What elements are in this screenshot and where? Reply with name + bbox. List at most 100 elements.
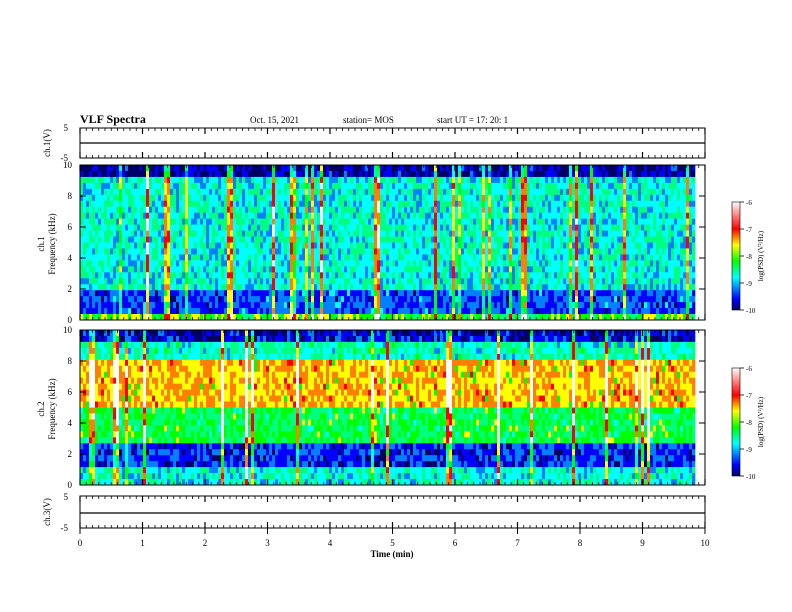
spectrogram-cell [605, 284, 609, 291]
spectrogram-cell [353, 212, 357, 219]
spectrogram-cell [602, 170, 606, 178]
spectrogram-cell [449, 230, 453, 237]
spectrogram-cell [125, 212, 129, 219]
spectrogram-cell [386, 176, 390, 184]
spectrogram-cell [137, 308, 141, 315]
spectrogram-cell [314, 218, 318, 225]
spectrogram-cell [386, 242, 390, 249]
spectrogram-cell [188, 278, 192, 285]
spectrogram-cell [383, 272, 387, 279]
spectrogram-cell [236, 236, 240, 243]
spectrogram-cell [164, 242, 168, 249]
spectrogram-cell [602, 308, 606, 315]
spectrogram-cell [455, 254, 459, 261]
spectrogram-cell [227, 212, 231, 219]
spectrogram-cell [407, 200, 411, 208]
spectrogram-cell [437, 218, 441, 225]
spectrogram-cell [437, 236, 441, 243]
spectrogram-cell [353, 230, 357, 237]
spectrogram-cell [152, 188, 156, 196]
spectrogram-cell [605, 242, 609, 249]
spectrogram-cell [503, 272, 507, 279]
spectrogram-cell [179, 302, 183, 309]
spectrogram-cell [476, 296, 480, 303]
spectrogram-cell [179, 278, 183, 285]
spectrogram-cell [197, 254, 201, 261]
spectrogram-cell [161, 218, 165, 225]
spectrogram-cell [551, 284, 555, 291]
spectrogram-cell [596, 165, 600, 172]
spectrogram-cell [317, 165, 321, 172]
spectrogram-cell [380, 206, 384, 213]
spectrogram-cell [236, 278, 240, 285]
spectrogram-cell [251, 260, 255, 267]
spectrogram-cell [92, 254, 96, 261]
spectrogram-cell [182, 254, 186, 261]
spectrogram-cell [395, 290, 399, 297]
spectrogram-cell [83, 278, 87, 285]
spectrogram-cell [107, 302, 111, 309]
spectrogram-cell [416, 260, 420, 267]
spectrogram-cell [287, 260, 291, 267]
spectrogram-cell [161, 176, 165, 184]
spectrogram-cell [629, 188, 633, 196]
spectrogram-cell [296, 188, 300, 196]
spectrogram-cell [347, 194, 351, 202]
spectrogram-cell [479, 290, 483, 297]
spectrogram-cell [527, 165, 531, 172]
spectrogram-cell [377, 224, 381, 231]
spectrogram-cell [131, 165, 135, 172]
spectrogram-cell [257, 290, 261, 297]
spectrogram-cell [176, 218, 180, 225]
spectrogram-cell [170, 230, 174, 237]
spectrogram-cell [284, 224, 288, 231]
spectrogram-cell [467, 296, 471, 303]
spectrogram-cell [581, 218, 585, 225]
spectrogram-cell [440, 266, 444, 273]
spectrogram-cell [650, 230, 654, 237]
spectrogram-cell [227, 314, 231, 320]
spectrogram-cell [140, 230, 144, 237]
spectrogram-cell [323, 260, 327, 267]
spectrogram-cell [92, 194, 96, 202]
spectrogram-cell [140, 182, 144, 190]
spectrogram-cell [134, 278, 138, 285]
spectrogram-cell [608, 230, 612, 237]
spectrogram-cell [560, 296, 564, 303]
spectrogram-cell [293, 248, 297, 255]
spectrogram-cell [317, 212, 321, 219]
spectrogram-cell [449, 176, 453, 184]
spectrogram-cell [377, 308, 381, 315]
spectrogram-cell [470, 314, 474, 320]
spectrogram-cell [125, 188, 129, 196]
spectrogram-cell [404, 302, 408, 309]
spectrogram-cell [242, 182, 246, 190]
spectrogram-cell [233, 230, 237, 237]
spectrogram-cell [377, 272, 381, 279]
spectrogram-cell [341, 224, 345, 231]
spectrogram-cell [638, 314, 642, 320]
spectrogram-cell [158, 296, 162, 303]
spectrogram-cell [431, 266, 435, 273]
spectrogram-cell [404, 308, 408, 315]
spectrogram-cell [176, 206, 180, 213]
spectrogram-cell [599, 224, 603, 231]
spectrogram-cell [467, 248, 471, 255]
spectrogram-cell [344, 206, 348, 213]
spectrogram-cell [161, 165, 165, 172]
spectrogram-cell [398, 284, 402, 291]
spectrogram-cell [413, 278, 417, 285]
spectrogram-cell [653, 266, 657, 273]
spectrogram-cell [425, 212, 429, 219]
spectrogram-cell [356, 194, 360, 202]
spectrogram-cell [254, 266, 258, 273]
spectrogram-cell [173, 188, 177, 196]
spectrogram-cell [257, 266, 261, 273]
spectrogram-cell [635, 170, 639, 178]
spectrogram-cell [164, 254, 168, 261]
spectrogram-cell [134, 248, 138, 255]
spectrogram-cell [560, 170, 564, 178]
spectrogram-cell [191, 165, 195, 172]
spectrogram-cell [458, 194, 462, 202]
spectrogram-cell [233, 278, 237, 285]
